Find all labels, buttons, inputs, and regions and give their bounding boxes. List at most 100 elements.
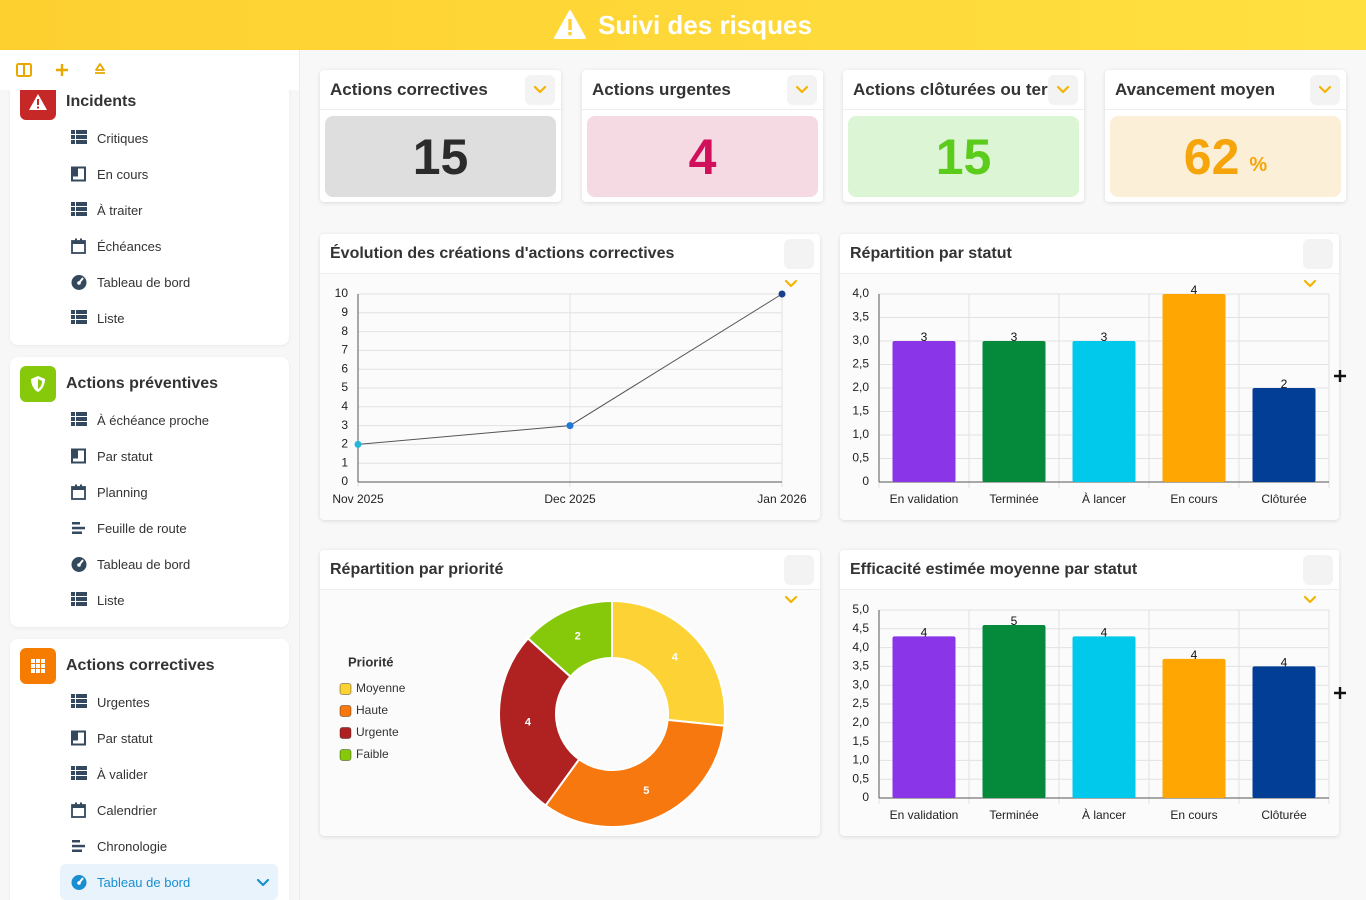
sidebar-item[interactable]: Feuille de route [10, 510, 289, 546]
icon [71, 412, 87, 426]
sidebar-item[interactable]: Urgentes [10, 684, 289, 720]
sidebar-item[interactable]: Liste [10, 582, 289, 618]
legend-marker [339, 727, 352, 739]
bar [1252, 666, 1316, 798]
y-tick-label: 0,5 [852, 451, 869, 465]
icon-shape [76, 315, 87, 319]
y-tick-label: 1,5 [852, 734, 869, 748]
chart-title: Efficacité estimée moyenne par statut [850, 560, 1138, 578]
icon-shape [76, 694, 87, 698]
kpi-value: 4 [688, 128, 717, 185]
warning-dot [568, 32, 572, 36]
icon [1334, 687, 1346, 699]
menu-button[interactable] [1310, 75, 1340, 105]
legend-label: Urgente [356, 725, 399, 739]
section-icon [20, 366, 56, 402]
icon-shape [1334, 370, 1346, 382]
icon-shape [784, 595, 798, 604]
icon-shape [31, 664, 35, 668]
sidebar-item[interactable]: À valider [10, 756, 289, 792]
section-header[interactable]: Actions correctives [10, 648, 289, 684]
icon-shape [71, 140, 75, 144]
sidebar-item[interactable]: Tableau de bord [10, 264, 289, 300]
menu-button[interactable] [1303, 239, 1333, 288]
y-tick-label: 1,5 [852, 404, 869, 418]
sidebar-item[interactable]: À traiter [10, 192, 289, 228]
icon-shape [36, 669, 40, 673]
menu-button[interactable] [1048, 75, 1078, 105]
sidebar-item[interactable]: Par statut [10, 438, 289, 474]
sidebar-item[interactable]: Tableau de bord [10, 546, 289, 582]
add-widget-button[interactable] [1328, 681, 1352, 705]
icon [71, 730, 86, 746]
kpi-header: Actions correctives [320, 70, 561, 110]
expand[interactable] [256, 876, 270, 891]
icon [71, 238, 86, 254]
chart-header: Évolution des créations d'actions correc… [320, 234, 820, 274]
icon-shape [72, 840, 80, 843]
sidebar-item[interactable]: Tableau de bord [60, 864, 278, 900]
section-title: Incidents [66, 93, 137, 110]
icon-shape [41, 664, 45, 668]
bar [982, 341, 1046, 482]
icon [71, 310, 87, 324]
sidebar-item[interactable]: Échéances [10, 228, 289, 264]
chart-header: Répartition par priorité [320, 550, 820, 590]
y-tick-label: 6 [341, 361, 348, 375]
x-tick-label: En validation [890, 492, 959, 506]
legend-marker [339, 683, 352, 695]
refresh-button[interactable] [88, 58, 112, 82]
chart-card: Répartition par priorité 4 5 4 2 Priorité Moye… [320, 550, 820, 836]
add-button[interactable] [50, 58, 74, 82]
legend-marker [339, 705, 352, 717]
item-label: Calendrier [97, 802, 157, 818]
menu-button[interactable] [784, 239, 814, 288]
sidebar-item[interactable]: Calendrier [10, 792, 289, 828]
line-marker [566, 422, 574, 430]
icon-shape [71, 320, 75, 324]
x-tick-label: Terminée [989, 492, 1039, 506]
icon-shape [72, 526, 85, 530]
icon-shape [71, 130, 75, 134]
menu-button[interactable] [784, 555, 814, 604]
icon-shape [71, 135, 75, 139]
icon [31, 376, 45, 392]
section-header[interactable]: Actions préventives [10, 366, 289, 402]
item-label: Échéances [97, 238, 162, 254]
y-tick-label: 4,5 [852, 621, 869, 635]
sidebar-item[interactable]: Par statut [10, 720, 289, 756]
sidebar-item[interactable]: Critiques [10, 120, 289, 156]
x-tick-label: À lancer [1082, 491, 1126, 506]
y-tick-label: 4 [341, 399, 348, 413]
icon [71, 557, 87, 572]
section-header[interactable]: Incidents [10, 90, 289, 120]
sidebar-item[interactable]: À échéance proche [10, 402, 289, 438]
icon-shape [76, 412, 87, 416]
sidebar-item[interactable]: Planning [10, 474, 289, 510]
sidebar-item[interactable]: Liste [10, 300, 289, 336]
add-widget-button[interactable] [1328, 364, 1352, 388]
kpi-header: Avancement moyen [1105, 70, 1346, 110]
section-icon [20, 90, 56, 120]
icon [1334, 370, 1346, 382]
menu-button[interactable] [525, 75, 555, 105]
x-tick-label: En cours [1170, 808, 1217, 822]
toggle-sidebar-button[interactable] [12, 58, 36, 82]
chevron-icon [784, 279, 798, 288]
sidebar-item[interactable]: En cours [10, 156, 289, 192]
icon-shape [71, 412, 75, 416]
line-marker [354, 440, 362, 448]
data-label: 3 [1011, 330, 1018, 344]
icon [71, 275, 87, 290]
sidebar-item[interactable]: Chronologie [10, 828, 289, 864]
icon-shape [76, 202, 87, 206]
menu-button[interactable] [1303, 555, 1333, 604]
y-tick-label: 4,0 [852, 640, 869, 654]
icon-shape [72, 449, 78, 459]
menu-button[interactable] [787, 75, 817, 105]
chart-header: Efficacité estimée moyenne par statut [840, 550, 1339, 590]
sidebar-sections: Incidents Critiques En cours À traiter Échéa… [0, 90, 299, 900]
icon-shape [72, 731, 78, 741]
icon-shape [36, 659, 40, 663]
icon-shape [71, 694, 75, 698]
